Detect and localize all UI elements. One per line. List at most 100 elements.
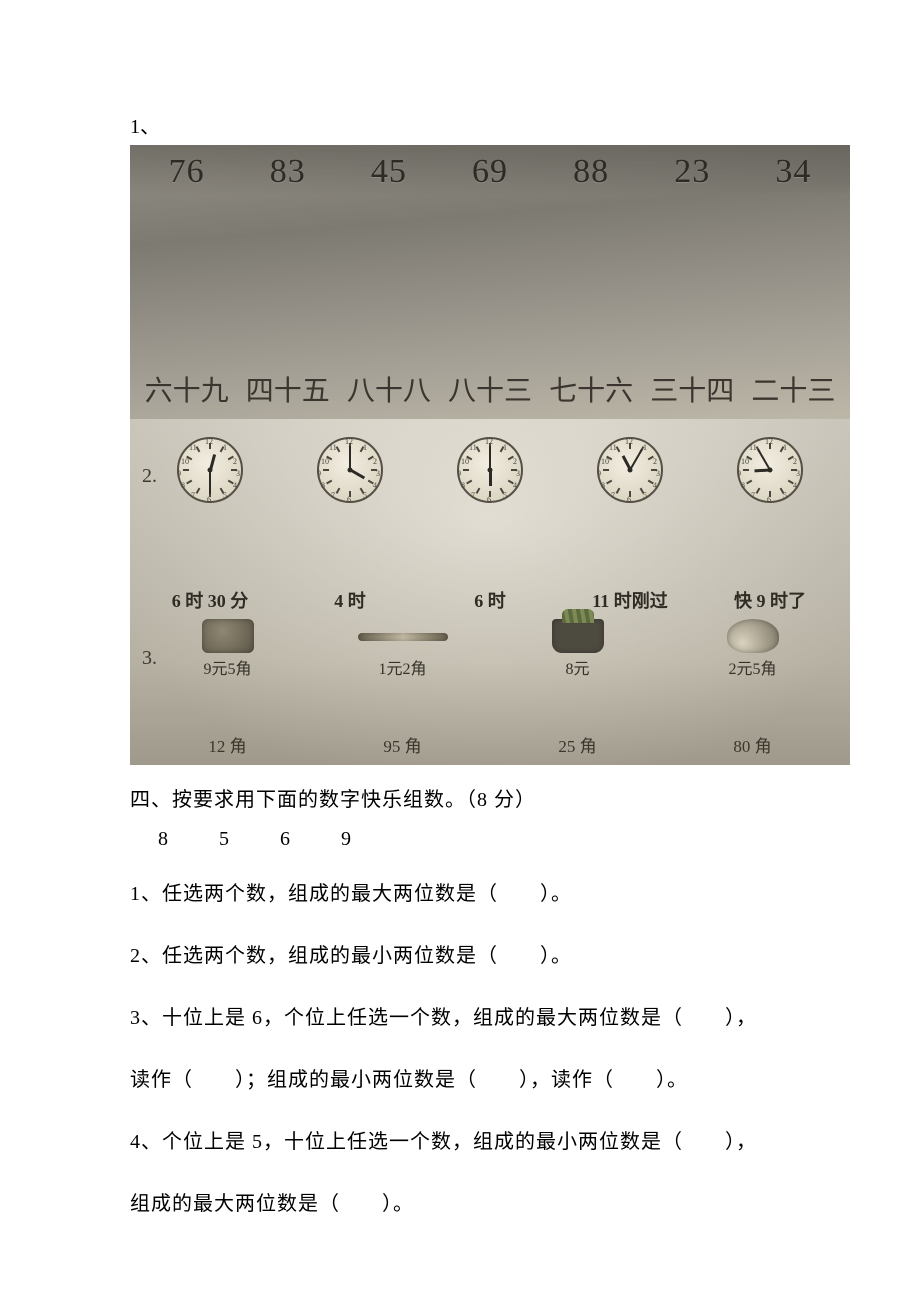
item-shuttle: 2元5角 [665, 619, 840, 679]
digit-6: 6 [280, 828, 334, 851]
clock-tick [336, 488, 341, 494]
clock-tick [746, 480, 752, 485]
clock-hour-label: 5 [363, 491, 367, 500]
clock-hour-label: 9 [737, 469, 741, 478]
clock-hour-label: 10 [601, 457, 609, 466]
clock-tick [616, 488, 621, 494]
shuttlecock-icon [727, 619, 779, 653]
clock-hour-label: 3 [376, 469, 380, 478]
clock-hour-label: 11 [749, 443, 757, 452]
digits-row: 8 5 6 9 [130, 828, 790, 851]
clock-hour-label: 12 [205, 437, 213, 446]
clock-hour-label: 2 [793, 457, 797, 466]
clock-hour-label: 6 [767, 495, 771, 504]
clock-hour-label: 5 [223, 491, 227, 500]
clock-hour-label: 1 [503, 443, 507, 452]
clock-hour-label: 11 [329, 443, 337, 452]
burger-icon [202, 619, 254, 653]
time-3: 6 时 [420, 587, 560, 613]
photo-clocks-prices: 2. 3. 1212345678910111212345678910111212… [130, 419, 850, 765]
clock-tick [186, 480, 192, 485]
q4-3b: 读作（ ）；组成的最小两位数是（ ），读作（ ）。 [130, 1061, 790, 1099]
clock-hour-label: 7 [191, 491, 195, 500]
clock-hour-label: 10 [461, 457, 469, 466]
clock-tick [323, 469, 329, 471]
clock-hour-label: 4 [793, 481, 797, 490]
clock-tick [756, 488, 761, 494]
clock-hour-label: 3 [796, 469, 800, 478]
clock-hour-label: 3 [516, 469, 520, 478]
jiao-row: 12 角 95 角 25 角 80 角 [130, 732, 850, 757]
clock-tick [476, 488, 481, 494]
cn-88: 八十八 [347, 369, 431, 409]
clock-center-icon [488, 468, 493, 473]
clock-tick [466, 480, 472, 485]
num-76: 76 [169, 153, 205, 191]
photo1-chinese-row: 六十九 四十五 八十八 八十三 七十六 三十四 二十三 [130, 369, 850, 409]
clock-hour-label: 11 [469, 443, 477, 452]
clock-hour-label: 10 [321, 457, 329, 466]
clock-hour-label: 5 [643, 491, 647, 500]
jiao-1: 12 角 [140, 732, 315, 757]
price-burger: 9元5角 [203, 655, 251, 679]
time-5: 快 9 时了 [700, 587, 840, 613]
clock-hour-label: 2 [233, 457, 237, 466]
clock-tick [183, 469, 189, 471]
photo-numbers-matching: 76 83 45 69 88 23 34 六十九 四十五 八十八 八十三 七十六… [130, 145, 850, 419]
clock-5: 121234567891011 [737, 437, 803, 503]
clock-tick [326, 480, 332, 485]
clock-hour-label: 1 [223, 443, 227, 452]
cn-69: 六十九 [145, 369, 229, 409]
digit-8: 8 [158, 828, 212, 851]
clock-tick [606, 480, 612, 485]
num-34: 34 [775, 153, 811, 191]
clock-center-icon [348, 468, 353, 473]
clock-center-icon [628, 468, 633, 473]
clock-hour-label: 7 [331, 491, 335, 500]
plant-pot-icon [552, 619, 604, 653]
price-pot: 8元 [565, 655, 589, 679]
jiao-3: 25 角 [490, 732, 665, 757]
num-69: 69 [472, 153, 508, 191]
clock-hour-label: 2 [513, 457, 517, 466]
clock-hour-label: 4 [513, 481, 517, 490]
price-pencil: 1元2角 [378, 655, 426, 679]
price-shuttle: 2元5角 [728, 655, 776, 679]
jiao-4: 80 角 [665, 732, 840, 757]
clock-hour-label: 4 [653, 481, 657, 490]
clock-hour-label: 6 [347, 495, 351, 504]
clock-hour-label: 4 [233, 481, 237, 490]
clock-hour-label: 7 [751, 491, 755, 500]
question-1-label: 1、 [130, 110, 790, 139]
clock-hour-label: 1 [363, 443, 367, 452]
q4-4b: 组成的最大两位数是（ ）。 [130, 1185, 790, 1223]
time-1: 6 时 30 分 [140, 587, 280, 613]
items-row: 9元5角 1元2角 8元 2元5角 [130, 619, 850, 679]
digit-9: 9 [341, 828, 395, 851]
clock-hour-label: 8 [321, 481, 325, 490]
clock-center-icon [208, 468, 213, 473]
cn-83: 八十三 [448, 369, 532, 409]
clock-hour-label: 8 [181, 481, 185, 490]
clock-hour-label: 8 [741, 481, 745, 490]
clock-hour-label: 3 [236, 469, 240, 478]
digit-5: 5 [219, 828, 273, 851]
clock-hour-label: 6 [487, 495, 491, 504]
clock-3: 121234567891011 [457, 437, 523, 503]
clock-hour-label: 8 [601, 481, 605, 490]
clock-hour-label: 7 [611, 491, 615, 500]
clock-2: 121234567891011 [317, 437, 383, 503]
num-83: 83 [270, 153, 306, 191]
clock-tick [603, 469, 609, 471]
clock-center-icon [768, 468, 773, 473]
clock-4: 121234567891011 [597, 437, 663, 503]
times-row: 6 时 30 分 4 时 6 时 11 时刚过 快 9 时了 [130, 587, 850, 613]
clock-tick [743, 469, 749, 471]
clock-hour-label: 6 [207, 495, 211, 504]
clock-hour-label: 3 [656, 469, 660, 478]
clock-minute-hand [489, 446, 491, 470]
q4-4a: 4、个位上是 5，十位上任选一个数，组成的最小两位数是（ ）， [130, 1123, 790, 1161]
clock-hour-label: 6 [627, 495, 631, 504]
clock-hour-label: 2 [373, 457, 377, 466]
clock-hour-label: 12 [625, 437, 633, 446]
